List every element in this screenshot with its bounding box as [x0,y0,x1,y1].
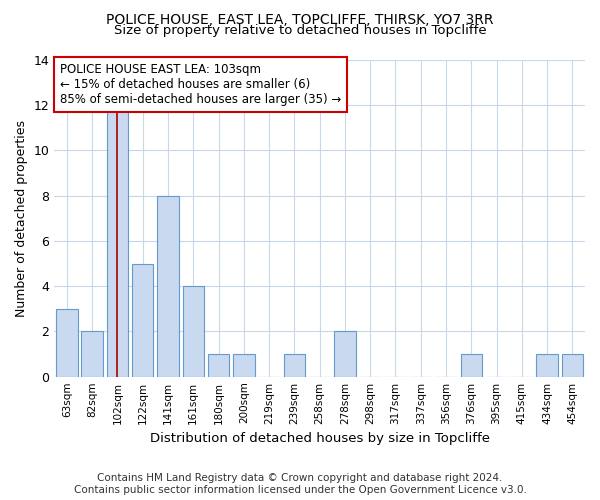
Text: POLICE HOUSE, EAST LEA, TOPCLIFFE, THIRSK, YO7 3RR: POLICE HOUSE, EAST LEA, TOPCLIFFE, THIRS… [106,12,494,26]
Bar [334,332,356,376]
Bar [536,354,558,376]
Bar [107,105,128,376]
Bar [56,309,77,376]
Bar [208,354,229,376]
Bar [461,354,482,376]
Text: Size of property relative to detached houses in Topcliffe: Size of property relative to detached ho… [113,24,487,37]
Bar [562,354,583,376]
Bar [82,332,103,376]
Bar [182,286,204,376]
X-axis label: Distribution of detached houses by size in Topcliffe: Distribution of detached houses by size … [149,432,490,445]
Y-axis label: Number of detached properties: Number of detached properties [15,120,28,317]
Bar [284,354,305,376]
Bar [132,264,154,376]
Text: Contains HM Land Registry data © Crown copyright and database right 2024.
Contai: Contains HM Land Registry data © Crown c… [74,474,526,495]
Text: POLICE HOUSE EAST LEA: 103sqm
← 15% of detached houses are smaller (6)
85% of se: POLICE HOUSE EAST LEA: 103sqm ← 15% of d… [59,63,341,106]
Bar [157,196,179,376]
Bar [233,354,254,376]
